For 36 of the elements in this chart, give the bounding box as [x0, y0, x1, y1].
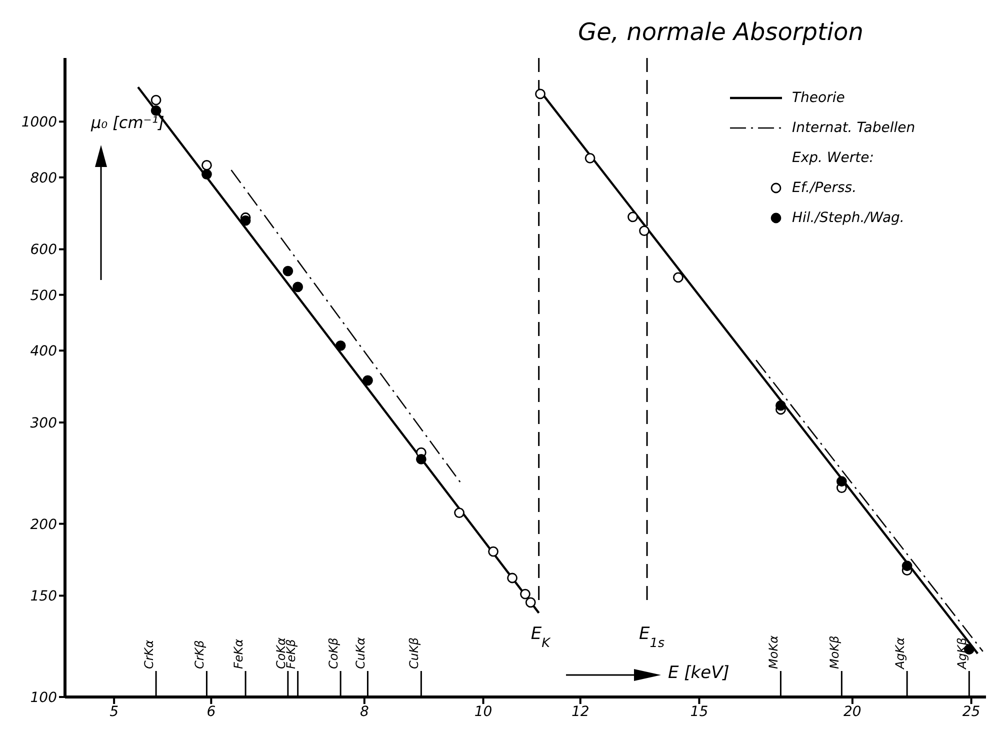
ref-line-label: CoKβ — [326, 637, 341, 669]
y-tick-label: 600 — [30, 242, 58, 258]
x-tick-label: 25 — [962, 704, 980, 720]
ref-line-label: MoKα — [766, 635, 781, 669]
ref-line-label: CuKβ — [407, 637, 422, 669]
x-tick-label: 12 — [571, 704, 590, 720]
legend-label: Internat. Tabellen — [792, 120, 916, 136]
y-tick-label: 200 — [30, 516, 58, 533]
ref-line-label: E$_{1s}$ — [639, 624, 665, 650]
chart-title: Ge, normale Absorption — [578, 18, 864, 46]
y-axis-title: μ₀ [cm⁻¹] — [91, 113, 164, 132]
ref-line-label: CrKα — [142, 640, 156, 669]
ref-line-label: CrKβ — [192, 640, 207, 669]
y-tick-label: 800 — [30, 170, 58, 186]
x-tick-label: 10 — [474, 704, 492, 720]
x-tick-label: 15 — [690, 704, 708, 720]
x-tick-label: 6 — [206, 704, 216, 720]
legend-label: Theorie — [792, 90, 845, 106]
y-tick-label: 1000 — [21, 114, 58, 131]
x-axis-title: E [keV] — [668, 663, 730, 683]
y-tick-label: 400 — [30, 344, 58, 360]
y-tick-label: 500 — [30, 288, 58, 304]
x-tick-label: 5 — [110, 704, 119, 720]
ref-line-label: AgKα — [893, 637, 908, 670]
legend-title: Exp. Werte: — [791, 149, 875, 168]
ref-line-label: CuKα — [354, 637, 368, 669]
legend-label: Hil./Steph./Wag. — [792, 210, 904, 226]
x-tick-label: 8 — [360, 704, 369, 720]
x-tick-label: 20 — [844, 704, 862, 720]
legend-label: Ef./Perss. — [792, 180, 857, 196]
ref-line-label: E$_{K}$ — [530, 624, 552, 650]
y-tick-label: 100 — [30, 690, 58, 706]
ref-line-label: FeKα — [232, 638, 246, 669]
y-tick-label: 150 — [30, 588, 58, 605]
y-tick-label: 300 — [30, 415, 58, 432]
ref-line-label: MoKβ — [828, 635, 842, 669]
